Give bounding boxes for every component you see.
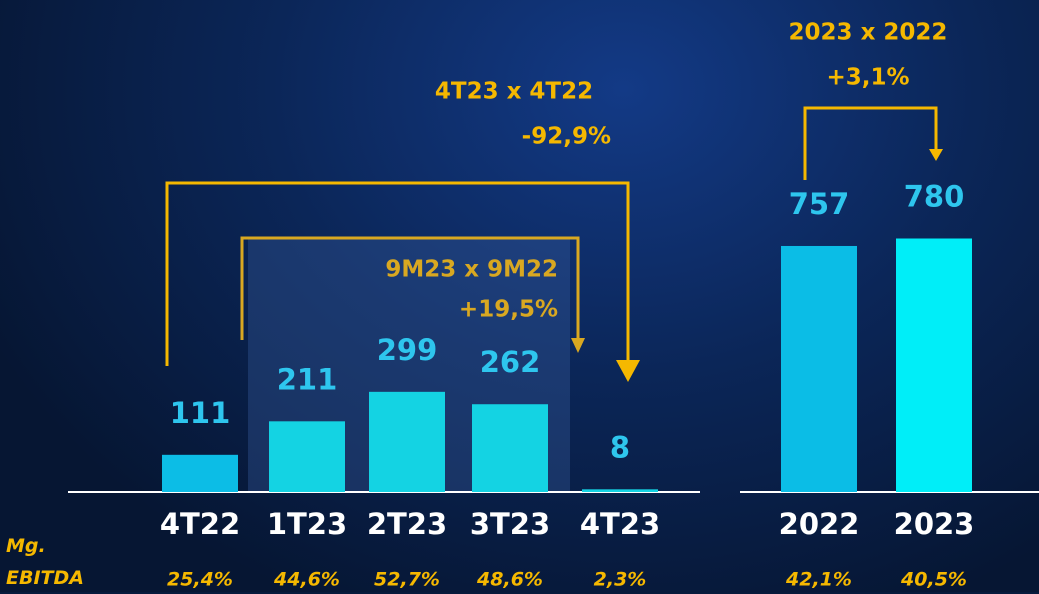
x-tick-label: 4T22 xyxy=(160,507,240,541)
value-label: 211 xyxy=(277,362,338,396)
arrow-head xyxy=(571,338,585,353)
bar xyxy=(582,489,658,492)
arrow xyxy=(240,236,580,340)
bar xyxy=(781,245,857,492)
value-label: 8 xyxy=(610,430,630,464)
annotation-change: +19,5% xyxy=(459,297,558,323)
bar xyxy=(472,404,548,492)
margin-value: 42,1% xyxy=(785,569,852,591)
annotation: 9M23 x 9M22 xyxy=(385,257,558,283)
value-label: 757 xyxy=(789,187,850,221)
x-tick-label: 3T23 xyxy=(470,507,550,541)
bar xyxy=(269,421,345,492)
margin-value: 25,4% xyxy=(167,569,233,591)
annotation-change: -92,9% xyxy=(522,124,611,150)
margin-value: 44,6% xyxy=(273,569,340,591)
annotation: 2023 x 2022 xyxy=(789,20,948,46)
value-label: 111 xyxy=(170,396,231,430)
annotation: 4T23 x 4T22 xyxy=(435,79,593,105)
arrow xyxy=(803,106,938,180)
margin-value: 52,7% xyxy=(374,569,440,591)
bar xyxy=(369,391,445,492)
value-label: 780 xyxy=(904,180,965,214)
x-tick-label: 2022 xyxy=(779,507,860,541)
arrows xyxy=(165,106,938,366)
margin-value: 40,5% xyxy=(900,569,967,591)
arrow-head xyxy=(929,149,943,161)
margin-value: 2,3% xyxy=(594,569,647,591)
x-tick-label: 2T23 xyxy=(367,507,447,541)
arrow-head xyxy=(616,360,640,382)
x-tick-label: 2023 xyxy=(894,507,975,541)
bar xyxy=(162,454,238,492)
arrow xyxy=(165,181,630,366)
bar xyxy=(896,238,972,492)
x-tick-label: 4T23 xyxy=(580,507,660,541)
value-label: 299 xyxy=(377,333,438,367)
margin-label: Mg. EBITDA xyxy=(6,535,84,589)
annotation-change: +3,1% xyxy=(826,65,909,91)
margin-value: 48,6% xyxy=(476,569,543,591)
value-label: 262 xyxy=(480,345,541,379)
x-tick-label: 1T23 xyxy=(267,507,347,541)
